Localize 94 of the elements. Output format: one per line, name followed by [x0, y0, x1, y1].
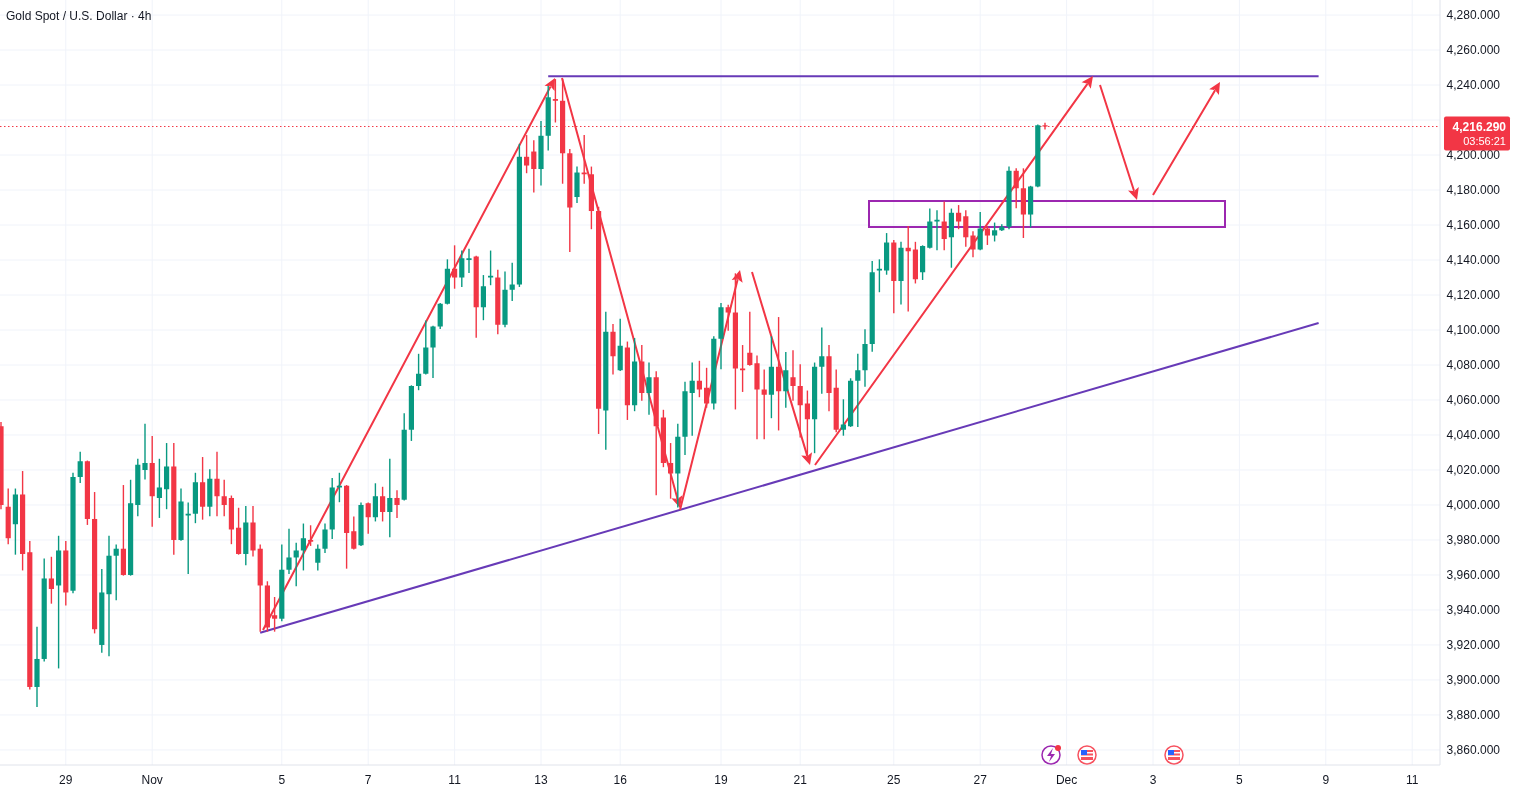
ref-line-label: 4,216.290: [1452, 119, 1507, 134]
candlestick: [552, 79, 558, 123]
y-tick-label: 3,960.000: [1446, 568, 1501, 583]
x-tick-label: 11: [1405, 773, 1419, 787]
candlestick: [452, 245, 458, 289]
x-tick-label: 27: [973, 773, 988, 787]
x-tick-label: 21: [793, 773, 808, 787]
x-tick-label: 5: [1236, 773, 1244, 787]
candlestick: [214, 451, 220, 517]
candlestick: [272, 597, 278, 632]
candlestick: [480, 275, 486, 321]
candlestick: [164, 443, 170, 510]
x-tick-label: Nov: [141, 773, 163, 787]
candlestick: [840, 399, 846, 436]
candlestick: [747, 311, 753, 366]
y-tick-label: 4,140.000: [1446, 253, 1501, 268]
text: Gold Spot / U.S. Dollar · 4h: [6, 9, 152, 23]
candlestick: [459, 250, 465, 287]
candlestick: [430, 325, 436, 378]
candlestick: [1013, 168, 1019, 209]
y-tick-label: 4,240.000: [1446, 78, 1501, 93]
candlestick: [365, 502, 371, 534]
candlestick: [156, 458, 162, 518]
y-tick-label: 4,080.000: [1446, 358, 1501, 373]
x-tick-label: 13: [534, 773, 548, 787]
y-tick-label: 4,120.000: [1446, 288, 1501, 303]
candlestick: [790, 350, 796, 401]
candlestick: [437, 303, 443, 329]
x-tick-label: 11: [448, 773, 462, 787]
candlestick: [668, 443, 674, 499]
x-tick-label: 16: [613, 773, 628, 787]
candlestick: [488, 250, 494, 286]
candlestick: [308, 525, 314, 546]
y-tick-label: 4,280.000: [1446, 8, 1501, 23]
x-tick-label: Dec: [1055, 773, 1078, 787]
y-tick-label: 4,100.000: [1446, 323, 1501, 338]
x-tick-label: 9: [1322, 773, 1330, 787]
candlestick: [524, 135, 530, 174]
candlestick: [934, 210, 940, 251]
candlestick: [142, 423, 148, 480]
candlestick: [956, 205, 962, 230]
candlestick: [704, 367, 710, 408]
candlestick: [416, 353, 422, 391]
candlestick: [970, 231, 976, 258]
candlestick: [300, 523, 306, 571]
candlestick: [783, 352, 789, 408]
candlestick: [531, 140, 537, 193]
candlestick: [113, 544, 119, 601]
candlestick: [394, 490, 400, 518]
candlestick: [689, 362, 695, 436]
candlestick: [322, 523, 328, 553]
candlestick: [315, 544, 321, 571]
candlestick: [725, 304, 731, 331]
y-tick-label: 4,160.000: [1446, 218, 1501, 233]
y-tick-label: 4,180.000: [1446, 183, 1501, 198]
y-tick-label: 3,860.000: [1446, 743, 1501, 758]
candlestick: [372, 483, 378, 522]
x-tick-label: 7: [364, 773, 372, 787]
x-tick-label: 29: [59, 773, 73, 787]
x-tick-label: 5: [278, 773, 286, 787]
candlestick: [977, 212, 983, 251]
y-tick-label: 3,880.000: [1446, 708, 1501, 723]
y-tick-label: 4,200.000: [1446, 148, 1501, 163]
x-tick-label: 19: [714, 773, 728, 787]
candlestick: [293, 542, 299, 587]
y-tick-label: 3,980.000: [1446, 533, 1501, 548]
candlestick: [351, 516, 357, 550]
candlestick: [941, 201, 947, 251]
candlestick: [48, 556, 54, 604]
candlestick: [221, 479, 227, 517]
x-tick-label: 3: [1149, 773, 1157, 787]
y-tick-label: 3,940.000: [1446, 603, 1501, 618]
y-tick-label: 4,060.000: [1446, 393, 1501, 408]
y-tick-label: 3,900.000: [1446, 673, 1501, 688]
candlestick: [286, 528, 292, 574]
candlestick: [77, 451, 83, 483]
y-tick-label: 3,920.000: [1446, 638, 1501, 653]
y-tick-label: 4,040.000: [1446, 428, 1501, 443]
y-tick-label: 4,000.000: [1446, 498, 1501, 513]
candlestick: [509, 262, 515, 301]
text: 03:56:21: [1463, 135, 1506, 148]
candlestick: [855, 353, 861, 427]
candlestick: [387, 458, 393, 538]
y-tick-label: 4,260.000: [1446, 43, 1501, 58]
candlestick: [963, 210, 969, 247]
candlestick: [761, 369, 767, 440]
x-tick-label: 25: [887, 773, 901, 787]
candlestick: [466, 248, 472, 273]
candlestick: [819, 327, 825, 394]
candlestick: [797, 364, 803, 438]
candlestick: [646, 362, 652, 415]
candlestick: [380, 486, 386, 522]
candlestick: [876, 259, 882, 293]
y-tick-label: 4,020.000: [1446, 463, 1501, 478]
